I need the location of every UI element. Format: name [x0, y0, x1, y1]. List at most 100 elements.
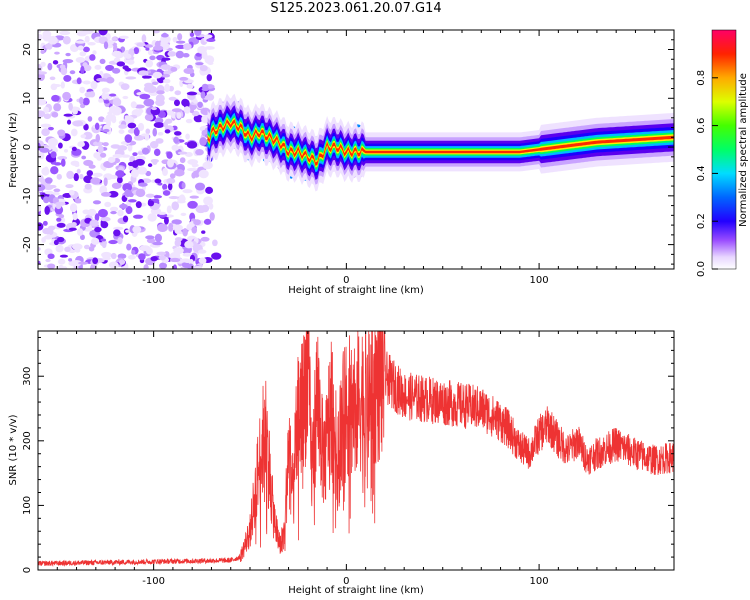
noise-blob: [199, 137, 207, 146]
noise-blob: [88, 164, 96, 169]
noise-blob: [203, 196, 214, 206]
noise-blob: [154, 178, 162, 184]
noise-blob: [57, 142, 63, 149]
noise-blob: [101, 87, 110, 93]
noise-blob: [156, 251, 167, 256]
noise-blob: [82, 209, 90, 215]
noise-blob: [133, 134, 145, 141]
noise-blob: [65, 52, 71, 57]
snr-series-line: [38, 331, 674, 567]
bottom-plot-frame: [37, 330, 675, 571]
noise-blob: [174, 131, 182, 136]
noise-blob: [110, 211, 117, 215]
noise-blob: [147, 49, 154, 56]
noise-blob: [66, 223, 75, 227]
noise-blob: [94, 122, 100, 131]
noise-blob: [92, 257, 99, 265]
noise-blob: [163, 121, 168, 128]
noise-blob: [157, 223, 168, 233]
noise-blob: [44, 205, 50, 215]
noise-blob: [184, 240, 194, 249]
noise-blob: [111, 37, 118, 41]
noise-blob: [84, 35, 90, 43]
noise-blob: [97, 208, 108, 218]
noise-blob: [44, 166, 49, 173]
noise-blob: [84, 183, 92, 190]
noise-blob: [43, 106, 50, 113]
noise-blob: [169, 257, 181, 263]
noise-blob: [54, 51, 60, 55]
noise-blob: [72, 212, 78, 221]
colorbar: 0.0 0.2 0.4 0.6 0.8 Normalized spectral ampl…: [696, 29, 749, 277]
noise-blob: [162, 190, 171, 196]
noise-blob: [141, 75, 152, 79]
noise-blob: [151, 106, 157, 111]
noise-blob: [94, 64, 102, 70]
noise-blob: [40, 61, 46, 67]
noise-blob: [133, 47, 140, 55]
noise-blob: [191, 226, 198, 234]
noise-blob: [80, 134, 87, 139]
noise-blob: [89, 219, 99, 227]
noise-blob: [171, 108, 183, 113]
noise-blob: [87, 41, 96, 46]
noise-blob: [82, 97, 90, 106]
noise-blob: [167, 182, 173, 191]
noise-blob: [154, 233, 162, 243]
noise-blob: [186, 141, 198, 149]
noise-blob: [145, 193, 155, 198]
noise-blob: [137, 166, 148, 175]
noise-blob: [187, 167, 198, 172]
noise-blob: [171, 219, 182, 225]
noise-blob: [107, 190, 119, 198]
noise-blob: [127, 122, 137, 129]
noise-blob: [41, 128, 50, 137]
noise-blob: [122, 215, 129, 223]
noise-blob: [125, 76, 137, 80]
noise-blob: [108, 93, 117, 97]
noise-blob: [113, 44, 118, 52]
noise-blob: [79, 173, 84, 180]
noise-blob: [100, 216, 111, 222]
noise-blob: [45, 258, 51, 263]
noise-blob: [108, 239, 118, 245]
noise-blob: [153, 148, 161, 157]
x-tick-label: 100: [530, 275, 549, 286]
noise-blob: [162, 183, 168, 191]
noise-blob: [166, 178, 176, 184]
noise-blob: [92, 172, 103, 177]
noise-blob: [79, 51, 87, 57]
noise-blob: [146, 238, 156, 244]
heatmap-noise: [38, 30, 222, 269]
noise-blob: [38, 98, 47, 106]
noise-blob: [101, 256, 111, 261]
noise-blob: [162, 168, 168, 177]
noise-blob: [113, 226, 124, 231]
noise-blob: [65, 184, 74, 189]
noise-blob: [133, 127, 140, 137]
noise-blob: [139, 245, 151, 252]
noise-blob: [78, 96, 84, 105]
noise-blob: [90, 177, 101, 185]
noise-blob: [62, 266, 68, 269]
noise-blob: [127, 128, 136, 134]
noise-blob: [175, 40, 186, 44]
noise-blob: [57, 155, 68, 161]
noise-blob: [100, 221, 109, 229]
noise-blob: [60, 158, 66, 167]
noise-blob: [189, 195, 199, 199]
noise-blob: [192, 163, 199, 167]
noise-blob: [193, 114, 204, 123]
noise-blob: [131, 160, 139, 168]
noise-blob: [43, 196, 50, 204]
noise-blob: [122, 182, 133, 192]
noise-blob: [118, 124, 127, 129]
noise-blob: [72, 108, 78, 115]
noise-blob: [109, 174, 118, 180]
noise-blob: [157, 211, 167, 215]
noise-blob: [172, 264, 177, 269]
noise-blob: [156, 90, 165, 95]
noise-blob: [179, 194, 185, 201]
noise-blob: [111, 67, 121, 74]
noise-blob: [132, 214, 144, 219]
